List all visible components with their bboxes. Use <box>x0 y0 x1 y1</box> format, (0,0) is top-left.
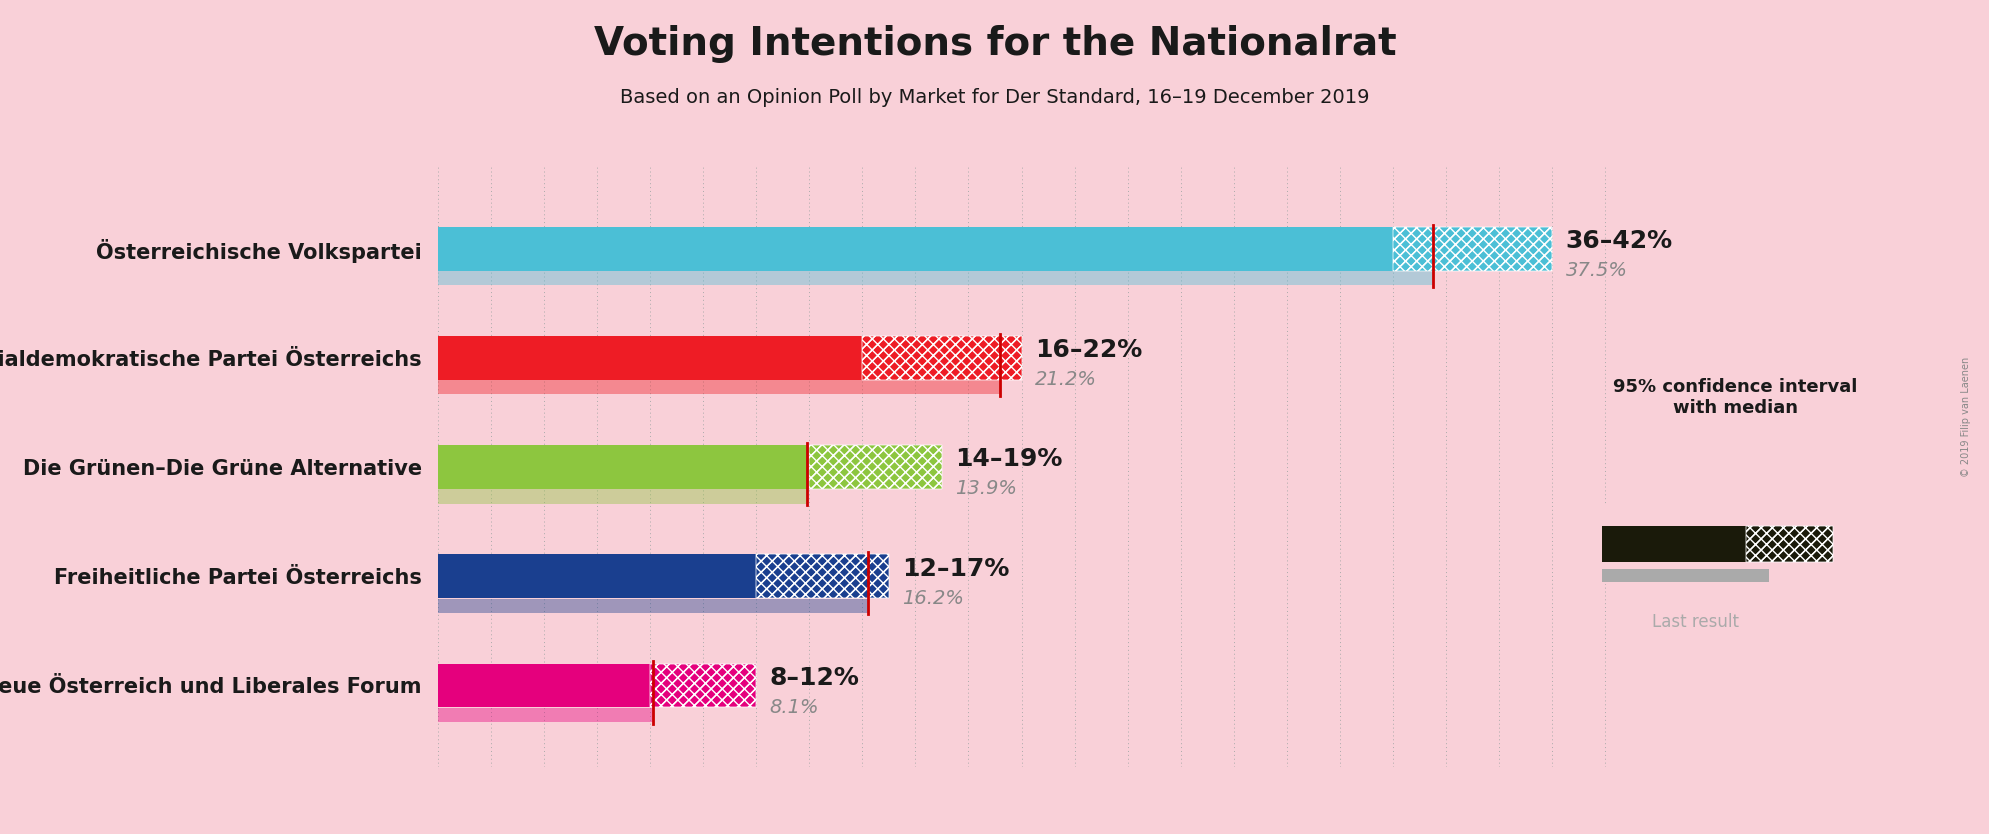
Text: © 2019 Filip van Laenen: © 2019 Filip van Laenen <box>1959 357 1971 477</box>
Bar <box>1746 526 1832 562</box>
Text: 95% confidence interval
with median: 95% confidence interval with median <box>1613 378 1856 417</box>
Bar <box>1746 526 1832 562</box>
Bar <box>1601 526 1746 562</box>
Bar <box>438 271 1432 285</box>
Bar <box>650 664 756 707</box>
Bar <box>438 227 1392 270</box>
Text: 37.5%: 37.5% <box>1565 261 1627 280</box>
Bar <box>810 445 941 489</box>
Text: Last result: Last result <box>1651 613 1738 631</box>
Bar <box>756 555 889 598</box>
Bar <box>438 599 867 613</box>
Text: 8.1%: 8.1% <box>770 698 819 716</box>
Text: 12–17%: 12–17% <box>901 556 1008 580</box>
Bar <box>1392 227 1551 270</box>
Text: 16–22%: 16–22% <box>1034 339 1142 362</box>
Bar <box>438 708 652 722</box>
Bar <box>438 664 650 707</box>
Bar <box>438 490 806 504</box>
Text: 21.2%: 21.2% <box>1034 370 1096 389</box>
Bar <box>861 336 1020 379</box>
Text: Based on an Opinion Poll by Market for Der Standard, 16–19 December 2019: Based on an Opinion Poll by Market for D… <box>621 88 1368 107</box>
Bar <box>650 664 756 707</box>
Bar <box>438 336 861 379</box>
Text: 36–42%: 36–42% <box>1565 229 1671 253</box>
Text: 8–12%: 8–12% <box>770 666 859 690</box>
Text: Voting Intentions for the Nationalrat: Voting Intentions for the Nationalrat <box>593 25 1396 63</box>
Bar <box>1601 570 1768 582</box>
Text: 14–19%: 14–19% <box>955 447 1062 471</box>
Bar <box>1392 227 1551 270</box>
Text: 13.9%: 13.9% <box>955 480 1016 499</box>
Bar <box>438 445 810 489</box>
Bar <box>810 445 941 489</box>
Bar <box>861 336 1020 379</box>
Bar <box>438 380 1000 394</box>
Bar <box>756 555 889 598</box>
Text: 16.2%: 16.2% <box>901 589 963 607</box>
Bar <box>438 555 756 598</box>
